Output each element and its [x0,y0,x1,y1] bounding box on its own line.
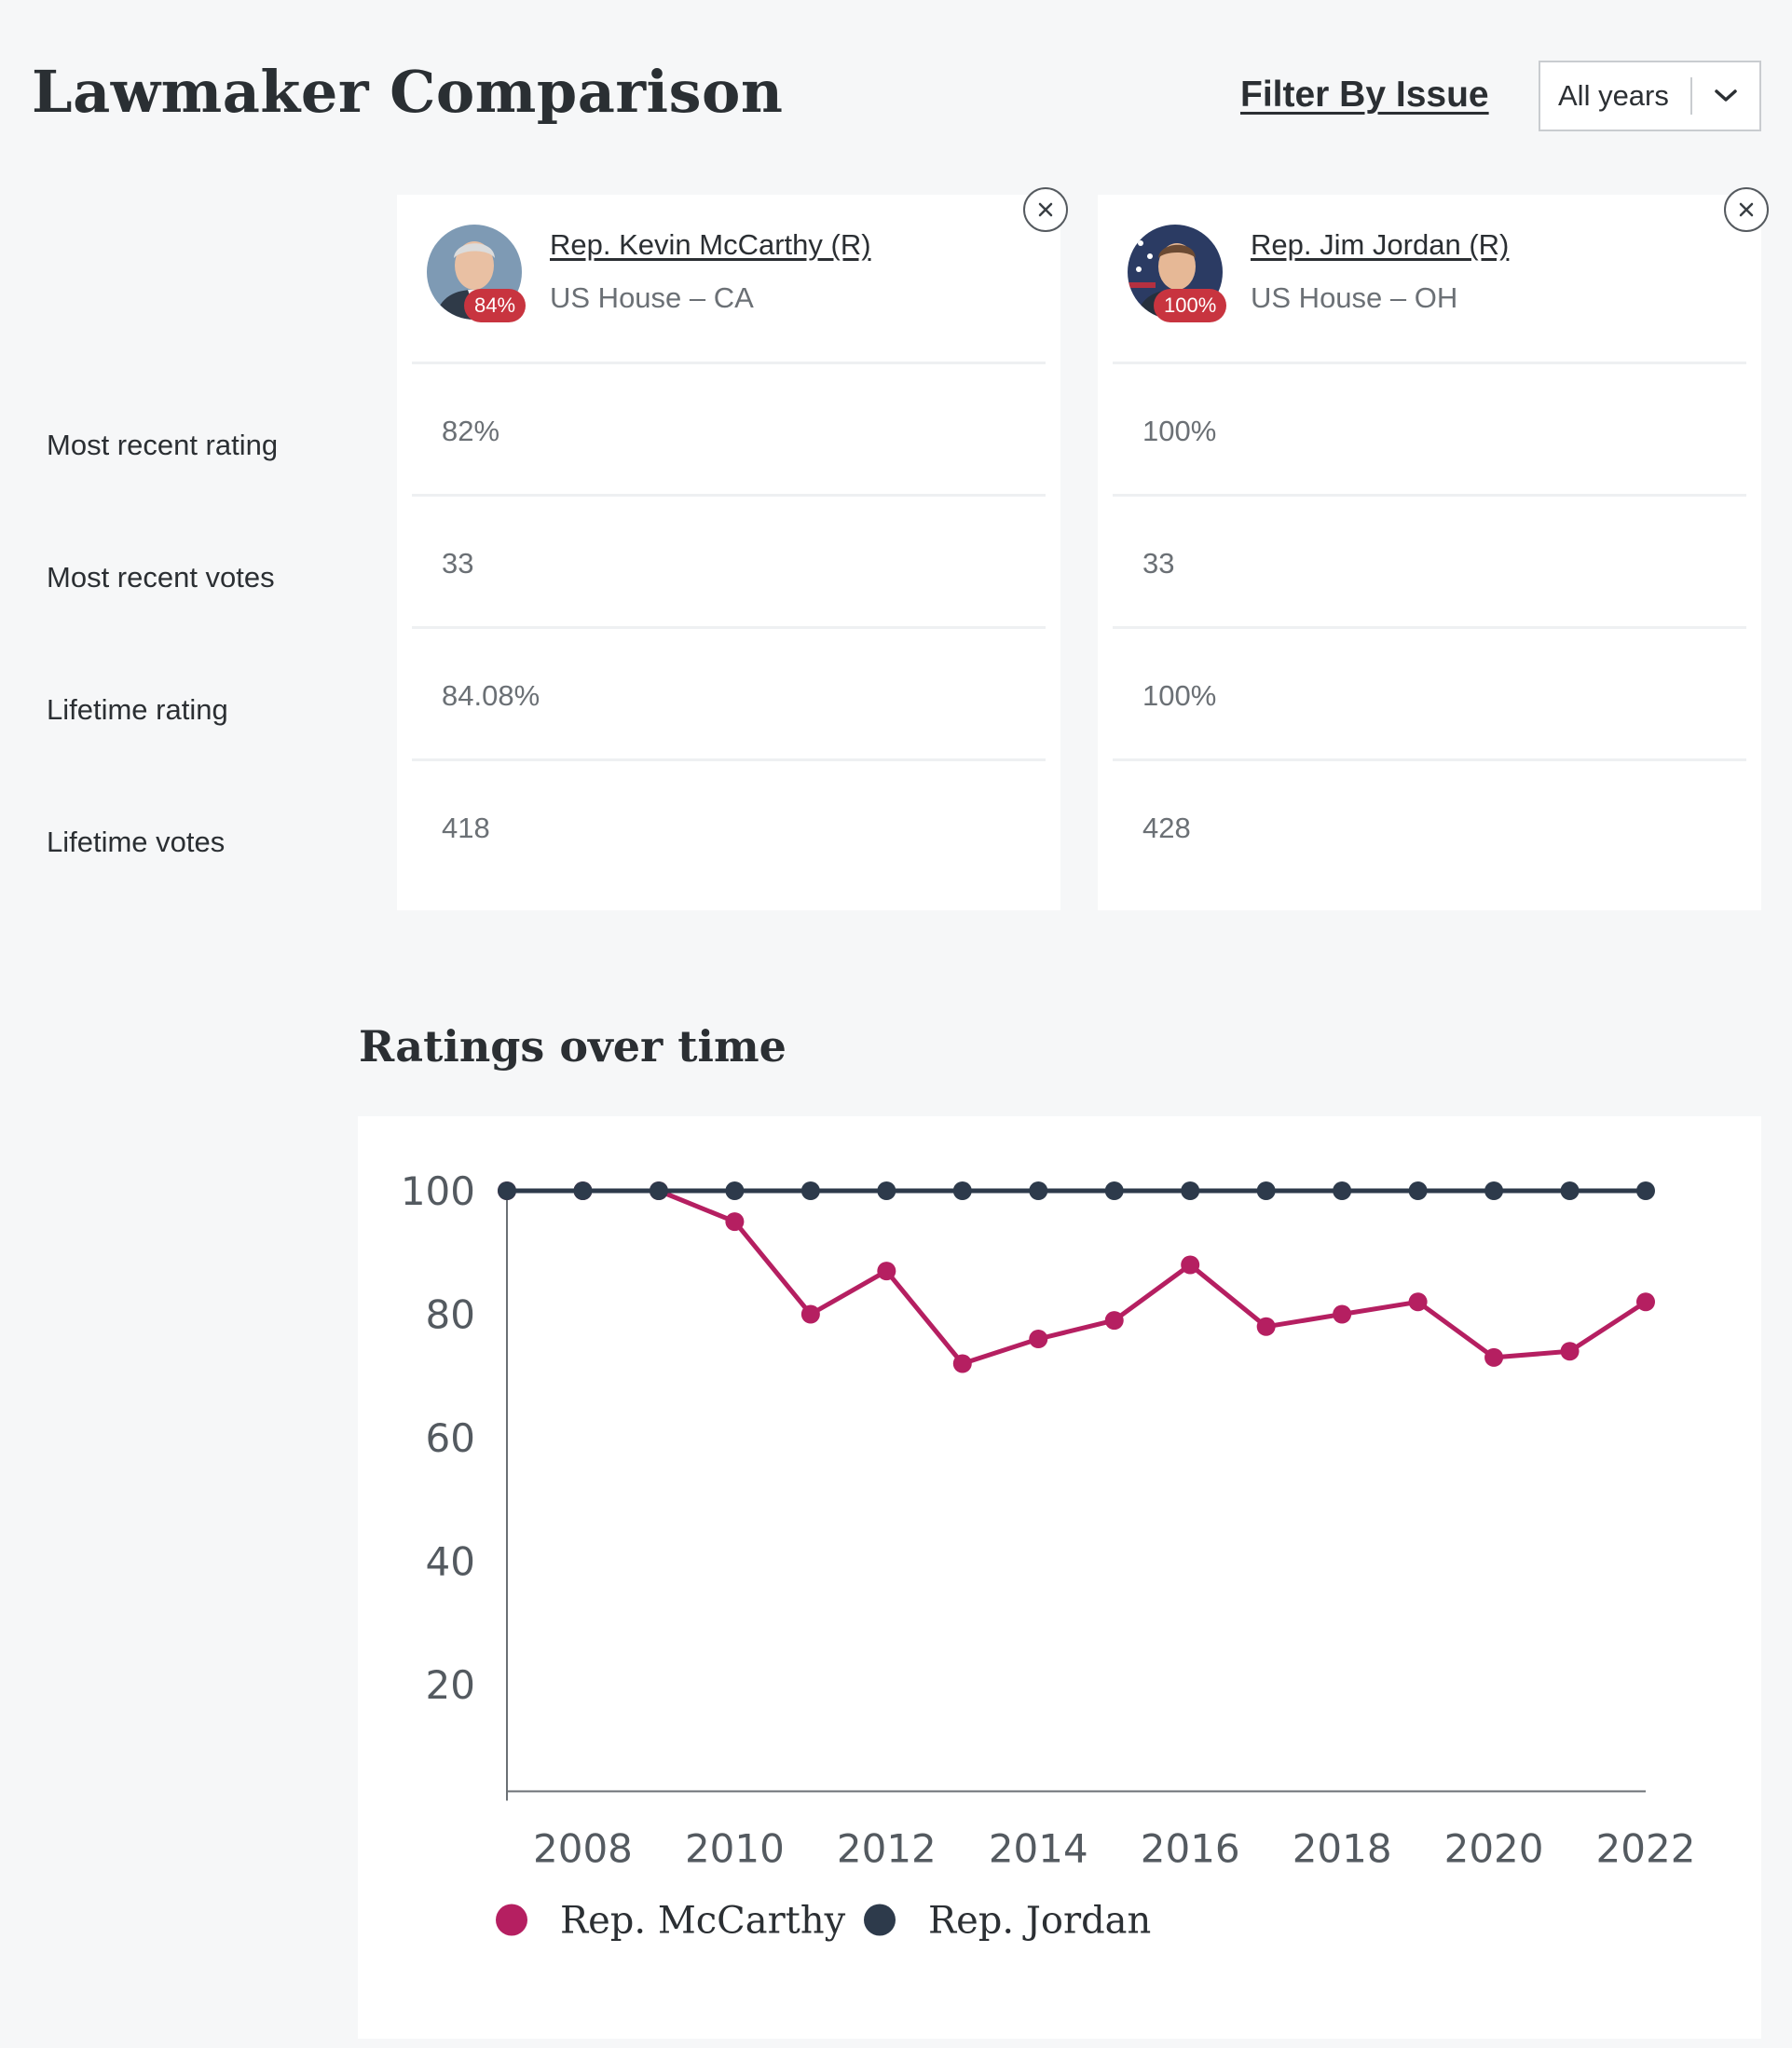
data-point [1181,1255,1200,1275]
data-point [1333,1181,1352,1200]
y-tick-label: 80 [426,1292,475,1338]
lawmaker-district: US House – OH [1251,281,1458,314]
page-title: Lawmaker Comparison [32,58,784,126]
data-point [1029,1330,1048,1348]
data-point [1408,1181,1428,1200]
ratings-chart-panel: 100 80 60 40 20 2008 2010 2012 2014 2016 2018 2020 2… [358,1116,1761,2039]
row-label-most-recent-rating: Most recent rating [47,429,279,461]
lifetime-votes-value: 428 [1142,812,1191,844]
lawmaker-name-link[interactable]: Rep. Kevin McCarthy (R) [550,228,871,261]
legend-marker [864,1904,896,1936]
x-tick-label: 2010 [685,1826,785,1872]
divider [1113,758,1746,761]
data-point [649,1181,668,1200]
x-tick-label: 2016 [1141,1826,1240,1872]
chevron-down-icon[interactable] [1692,62,1759,130]
data-point [1484,1347,1504,1367]
legend-label: Rep. McCarthy [560,1900,846,1943]
year-select-value: All years [1558,79,1669,112]
x-tick-label: 2012 [837,1826,937,1872]
data-point [952,1354,972,1373]
select-divider [1690,77,1692,115]
x-tick-label: 2014 [989,1826,1088,1872]
data-point [800,1304,820,1324]
divider [1113,494,1746,497]
lawmaker-card-jordan: 100% Rep. Jim Jordan (R) US House – OH 1… [1098,187,1769,910]
x-tick-label: 2008 [533,1826,633,1872]
legend-marker [496,1904,527,1936]
y-tick-label: 60 [426,1415,475,1461]
data-point [1104,1181,1124,1200]
filter-by-issue-link[interactable]: Filter By Issue [1240,75,1489,115]
most-recent-votes-value: 33 [442,547,474,580]
most-recent-rating-value: 100% [1142,415,1217,447]
data-point [498,1181,516,1200]
data-point [1181,1181,1200,1200]
lifetime-rating-value: 84.08% [442,679,540,712]
data-point [573,1181,593,1200]
row-label-lifetime-rating: Lifetime rating [47,693,228,726]
y-tick-label: 20 [426,1662,475,1708]
data-point [1408,1292,1428,1312]
data-point [800,1181,820,1200]
y-tick-label: 100 [401,1168,475,1214]
lifetime-rating-value: 100% [1142,679,1217,712]
most-recent-votes-value: 33 [1142,547,1175,580]
year-select[interactable]: All years [1539,61,1761,131]
data-point [1636,1181,1655,1200]
ratings-line-chart: 100 80 60 40 20 2008 2010 2012 2014 2016 2018 2020 2… [401,1168,1696,1943]
rating-badge: 84% [464,289,527,322]
divider [412,758,1046,761]
data-point [1256,1317,1276,1336]
most-recent-rating-value: 82% [442,415,500,447]
x-tick-label: 2020 [1444,1826,1544,1872]
data-point [1636,1292,1655,1312]
divider [412,626,1046,629]
row-label-lifetime-votes: Lifetime votes [47,826,226,858]
chart-title: Ratings over time [359,1021,787,1072]
data-point [1560,1181,1580,1200]
data-point [1560,1342,1580,1361]
data-point [725,1181,745,1200]
close-icon[interactable] [1023,187,1068,232]
lifetime-votes-value: 418 [442,812,490,844]
data-point [877,1181,896,1200]
data-point [1256,1181,1276,1200]
lawmaker-name-link[interactable]: Rep. Jim Jordan (R) [1251,228,1510,261]
divider [1113,626,1746,629]
close-icon[interactable] [1724,187,1769,232]
x-tick-label: 2022 [1596,1826,1696,1872]
lawmaker-district: US House – CA [550,281,754,314]
y-tick-label: 40 [426,1539,475,1585]
series-line-mccarthy [507,1188,1648,1366]
data-point [725,1212,745,1232]
row-label-most-recent-votes: Most recent votes [47,561,275,594]
divider [412,494,1046,497]
x-tick-label: 2018 [1293,1826,1392,1872]
divider [412,362,1046,364]
rating-badge: 100% [1154,289,1227,322]
data-point [877,1262,896,1281]
data-point [1333,1304,1352,1324]
data-point [1029,1181,1048,1200]
data-point [952,1181,972,1200]
lawmaker-card-mccarthy: 84% Rep. Kevin McCarthy (R) US House – C… [397,187,1068,910]
divider [1113,362,1746,364]
data-point [1104,1311,1124,1331]
data-point [1484,1181,1504,1200]
legend-label: Rep. Jordan [928,1900,1151,1943]
